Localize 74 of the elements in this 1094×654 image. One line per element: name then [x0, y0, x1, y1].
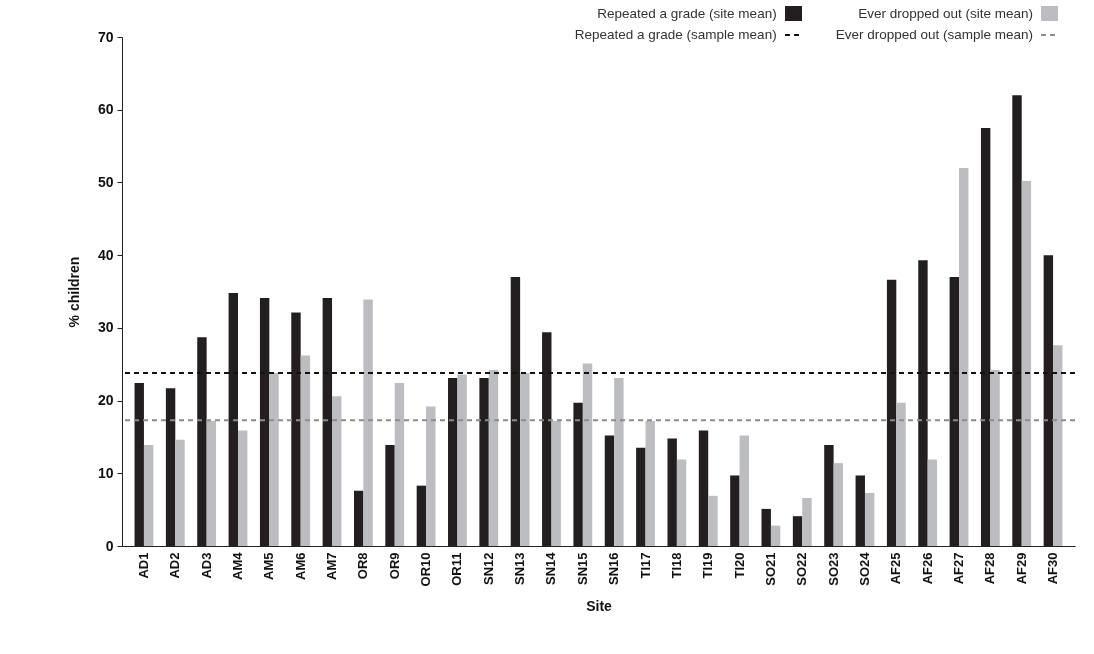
- x-tick-label: AF28: [982, 552, 998, 585]
- x-tick-label: SO22: [794, 552, 810, 586]
- bar: [676, 459, 687, 546]
- bar: [582, 363, 593, 546]
- x-tick-label: AD1: [135, 552, 151, 579]
- x-tick-label: AM5: [261, 552, 277, 580]
- x-tick-label: AM4: [229, 551, 245, 580]
- x-tick-label: AD2: [167, 552, 183, 579]
- x-tick-label: TI18: [668, 552, 684, 579]
- bar: [520, 372, 530, 546]
- bar: [833, 463, 844, 546]
- legend-label: Repeated a grade (site mean): [597, 6, 777, 21]
- x-tick-label: SN15: [574, 552, 590, 586]
- y-tick-label: 70: [97, 28, 114, 45]
- bar: [332, 396, 342, 546]
- bar: [614, 378, 624, 546]
- bar: [708, 495, 718, 546]
- x-tick-label: AM6: [292, 552, 308, 580]
- y-tick-label: 20: [97, 392, 114, 409]
- x-tick-label: AF30: [1045, 552, 1061, 585]
- x-tick-label: SO21: [762, 552, 778, 586]
- bar: [300, 355, 311, 546]
- bar: [645, 420, 655, 546]
- x-tick-label: SN12: [480, 552, 496, 586]
- x-tick-label: AF27: [951, 552, 967, 585]
- x-tick-label: AF25: [888, 552, 904, 585]
- legend-label: Ever dropped out (site mean): [858, 6, 1033, 21]
- bar: [488, 370, 499, 546]
- bar: [175, 439, 185, 546]
- y-axis-title: % children: [65, 256, 82, 328]
- x-tick-label: AF26: [919, 552, 935, 585]
- x-tick-label: TI19: [700, 552, 716, 579]
- bar: [739, 435, 749, 546]
- x-tick-label: OR11: [449, 552, 465, 586]
- bar: [802, 498, 812, 546]
- y-tick-label: 40: [97, 246, 114, 263]
- bar: [770, 525, 781, 546]
- x-tick-label: TI20: [731, 552, 747, 579]
- bar: [896, 402, 906, 546]
- x-axis-title: Site: [586, 598, 613, 615]
- bar: [363, 299, 373, 546]
- bar: [206, 420, 217, 546]
- legend-label: Ever dropped out (sample mean): [835, 27, 1033, 42]
- y-tick-label: 30: [97, 319, 114, 336]
- bar: [959, 167, 969, 546]
- x-tick-label: SN13: [512, 552, 528, 586]
- y-tick-label: 10: [97, 464, 114, 481]
- x-tick-label: TI17: [637, 552, 653, 579]
- bar: [143, 444, 154, 546]
- x-tick-label: SO23: [825, 552, 841, 586]
- x-tick-label: OR9: [386, 552, 402, 580]
- y-tick-label: 60: [97, 101, 114, 118]
- bar: [269, 372, 279, 546]
- y-tick-label: 0: [105, 537, 114, 554]
- bar: [990, 370, 1000, 546]
- x-tick-label: SO24: [856, 551, 872, 586]
- bar: [394, 383, 405, 546]
- bar: [1021, 180, 1032, 546]
- x-tick-label: AD3: [198, 552, 214, 579]
- x-tick-label: SN14: [543, 551, 559, 586]
- bar: [864, 492, 875, 546]
- legend-label: Repeated a grade (sample mean): [574, 27, 777, 42]
- bar: [457, 374, 467, 546]
- x-tick-label: OR10: [418, 552, 434, 587]
- x-tick-label: AF29: [1013, 552, 1029, 585]
- bar: [426, 406, 436, 546]
- x-tick-label: SN16: [606, 552, 622, 586]
- bar: [237, 430, 248, 546]
- bar: [927, 459, 938, 546]
- x-tick-label: AM7: [324, 552, 340, 580]
- x-tick-label: OR8: [355, 552, 371, 580]
- bar: [1053, 345, 1063, 546]
- y-tick-label: 50: [97, 173, 114, 190]
- bar: [551, 420, 561, 546]
